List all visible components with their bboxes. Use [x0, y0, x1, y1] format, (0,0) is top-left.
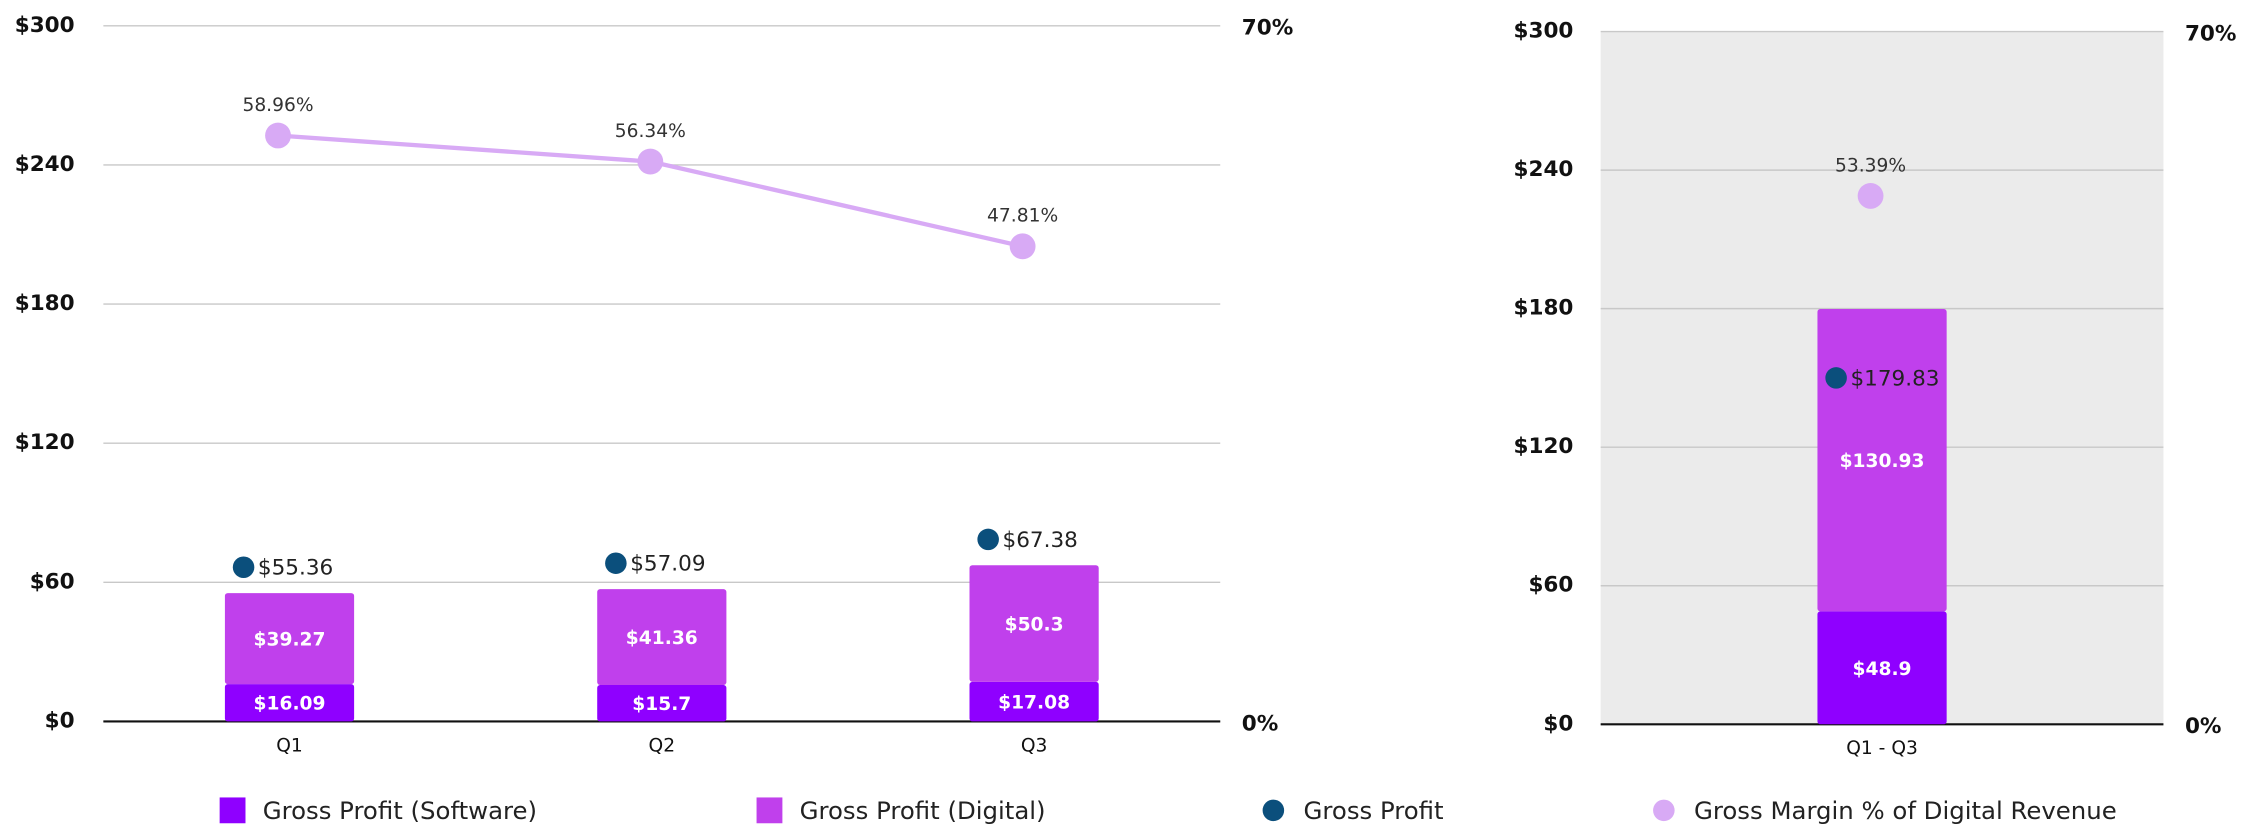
x-tick-label: Q3	[1021, 735, 1048, 756]
gross-profit-dot	[1825, 367, 1847, 389]
bar-label: $15.7	[632, 694, 691, 715]
y-tick-label: $120	[15, 430, 75, 455]
y-tick-label: $180	[1513, 296, 1573, 321]
gross-profit-dot	[232, 556, 255, 579]
x-tick-label: Q2	[649, 735, 676, 756]
y-tick-label: $0	[45, 708, 75, 733]
y-tick-label: $240	[1513, 157, 1573, 182]
y-tick-label: $300	[1513, 19, 1573, 44]
gross-profit-dot	[977, 528, 999, 551]
bar-segment	[969, 565, 1099, 682]
y-tick-label: $240	[15, 152, 75, 177]
bar-segment	[224, 593, 355, 685]
bar-label: $50.3	[1005, 614, 1064, 635]
y-tick-label: $60	[30, 569, 75, 594]
dot-label: $67.38	[1003, 528, 1078, 553]
y-tick-label: $180	[15, 291, 75, 316]
bar-label: $17.08	[998, 693, 1070, 714]
legend-label: Gross Profit (Software)	[263, 796, 537, 825]
y-tick-label: $300	[15, 13, 75, 38]
bar-segment	[597, 685, 727, 722]
margin-label: 56.34%	[615, 121, 686, 142]
y2-tick-label: 0%	[1242, 711, 1279, 736]
y-tick-label: $120	[1513, 434, 1573, 459]
y-tick-label: $60	[1528, 573, 1573, 598]
x-tick-label: Q1	[276, 735, 303, 756]
y2-tick-label: 70%	[2185, 21, 2237, 46]
margin-marker	[1009, 233, 1036, 260]
legend-label: Gross Margin % of Digital Revenue	[1694, 796, 2117, 825]
margin-marker	[1857, 183, 1884, 209]
bar-segment	[1817, 309, 1947, 612]
dot-label: $57.09	[630, 552, 705, 577]
legend-label: Gross Profit	[1304, 796, 1444, 825]
y-tick-label: $0	[1543, 711, 1573, 736]
bar-label: $48.9	[1853, 659, 1912, 680]
dot-label: $55.36	[258, 556, 333, 581]
bar-segment	[597, 589, 727, 686]
margin-marker	[265, 122, 291, 149]
bar-label: $16.09	[254, 694, 326, 715]
bar-segment	[224, 684, 355, 722]
bar-segment	[969, 681, 1099, 722]
y2-tick-label: 0%	[2185, 714, 2222, 739]
bar-label: $41.36	[626, 628, 698, 649]
y2-tick-label: 70%	[1242, 16, 1294, 41]
legend-label: Gross Profit (Digital)	[800, 796, 1046, 825]
legend-swatch	[219, 797, 246, 824]
x-tick-label: Q1 - Q3	[1846, 738, 1918, 759]
bar-label: $130.93	[1840, 451, 1925, 472]
legend-swatch	[756, 797, 783, 824]
bar-segment	[1817, 611, 1947, 725]
bar-label: $39.27	[254, 630, 326, 651]
margin-marker	[637, 148, 664, 175]
dot-label: $179.83	[1850, 366, 1939, 391]
legend-swatch	[1653, 799, 1675, 822]
margin-label: 47.81%	[987, 206, 1058, 227]
margin-label: 53.39%	[1835, 155, 1906, 176]
gross-profit-dot	[605, 552, 627, 574]
margin-label: 58.96%	[242, 95, 313, 116]
legend-swatch	[1262, 799, 1285, 822]
